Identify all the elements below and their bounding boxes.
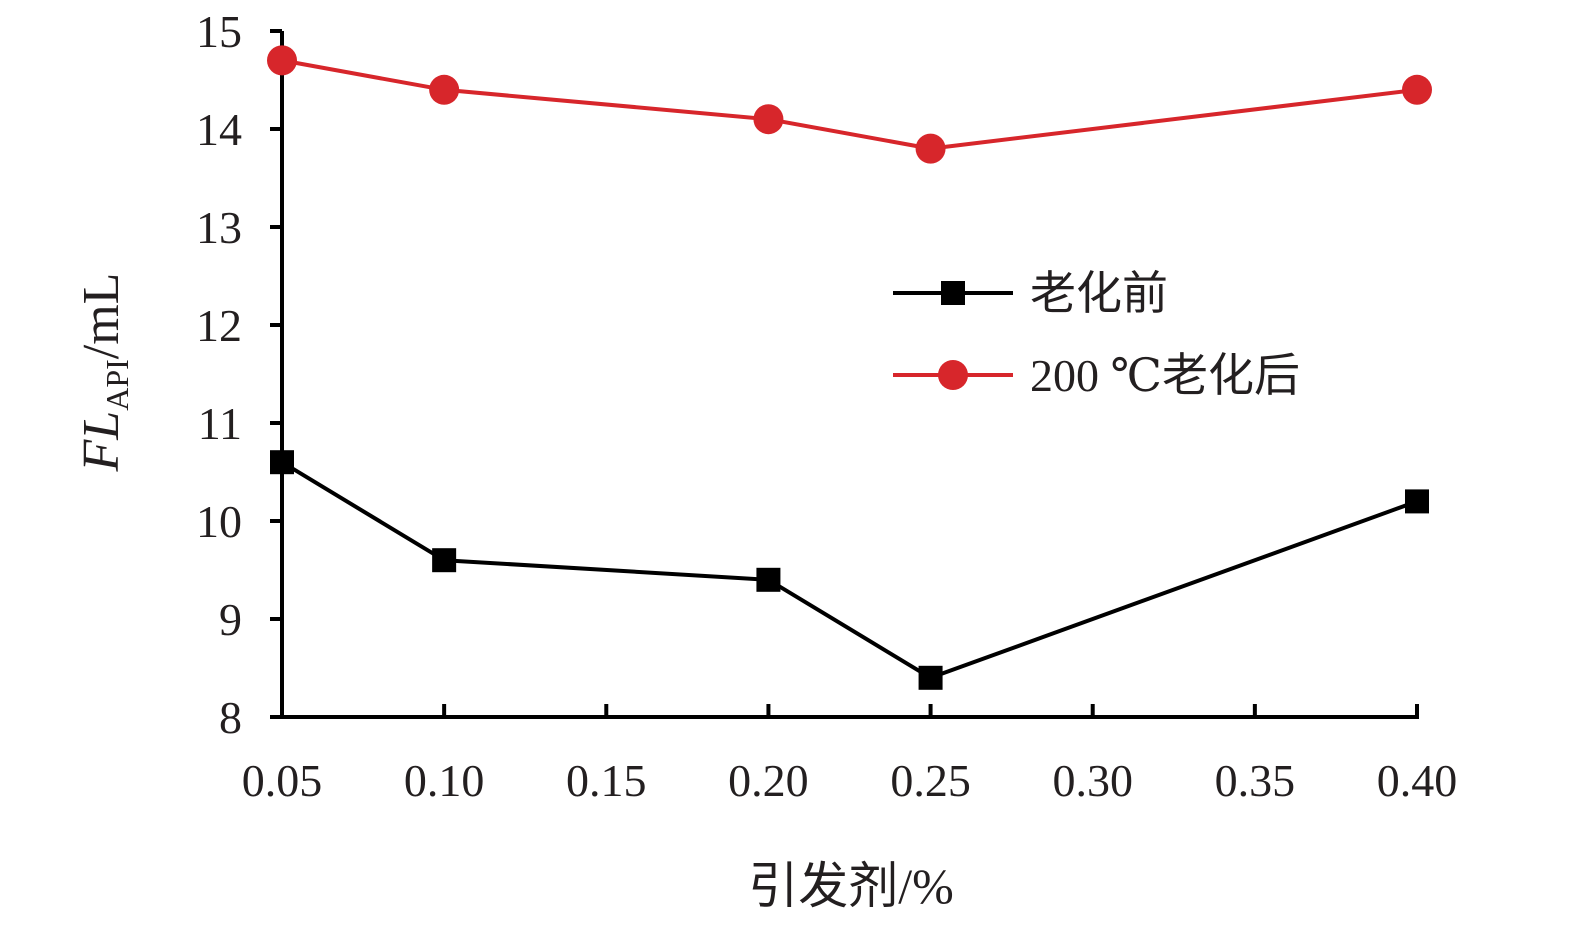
x-tick-label: 0.15: [566, 755, 647, 806]
data-point-circle: [753, 104, 784, 135]
legend-label: 老化前: [1030, 268, 1168, 319]
data-point-circle: [267, 45, 297, 76]
series-2: [267, 45, 1432, 164]
x-tick-label: 0.30: [1052, 755, 1133, 806]
x-ticks: 0.05 0.10 0.15 0.20 0.25 0.30 0.35 0.40: [242, 704, 1458, 806]
legend: 老化前 200 ℃老化后: [893, 268, 1300, 401]
y-tick-label: 12: [196, 300, 242, 351]
legend-item: 老化前: [893, 268, 1168, 319]
y-tick-label: 10: [196, 496, 242, 547]
y-tick-label: 15: [196, 6, 242, 57]
series-line: [281, 58, 1418, 151]
y-tick-label: 11: [198, 398, 242, 449]
data-point-square: [432, 548, 457, 573]
x-tick-label: 0.10: [404, 755, 485, 806]
legend-label: 200 ℃老化后: [1030, 350, 1300, 401]
data-point-square: [1405, 489, 1429, 514]
x-tick-label: 0.20: [728, 755, 809, 806]
legend-marker-circle: [938, 360, 968, 390]
data-point-circle: [1402, 74, 1432, 105]
y-tick-label: 14: [196, 104, 242, 155]
series-layer: [267, 45, 1432, 690]
x-tick-label: 0.35: [1215, 755, 1296, 806]
data-point-circle: [915, 133, 946, 164]
y-axis-title-subscript: API: [99, 359, 135, 411]
data-point-square: [270, 450, 294, 475]
y-ticks: 8 9 10 11 12 13 14 15: [196, 6, 282, 743]
y-tick-label: 9: [219, 594, 242, 645]
data-point-square: [918, 665, 943, 690]
x-tick-label: 0.40: [1377, 755, 1458, 806]
x-axis-title: 引发剂/%: [748, 858, 954, 914]
legend-marker-square: [941, 281, 965, 305]
legend-item: 200 ℃老化后: [893, 350, 1300, 401]
y-tick-label: 8: [219, 692, 242, 743]
data-point-square: [756, 567, 781, 592]
data-point-circle: [429, 74, 460, 105]
y-axis-title-main: FL: [73, 411, 130, 473]
x-tick-label: 0.25: [890, 755, 971, 806]
y-axis-title-unit: /mL: [73, 273, 130, 360]
series-1: [270, 450, 1429, 690]
y-axis-title: FLAPI/mL: [73, 273, 135, 473]
y-tick-label: 13: [196, 202, 242, 253]
x-tick-label: 0.05: [242, 755, 323, 806]
